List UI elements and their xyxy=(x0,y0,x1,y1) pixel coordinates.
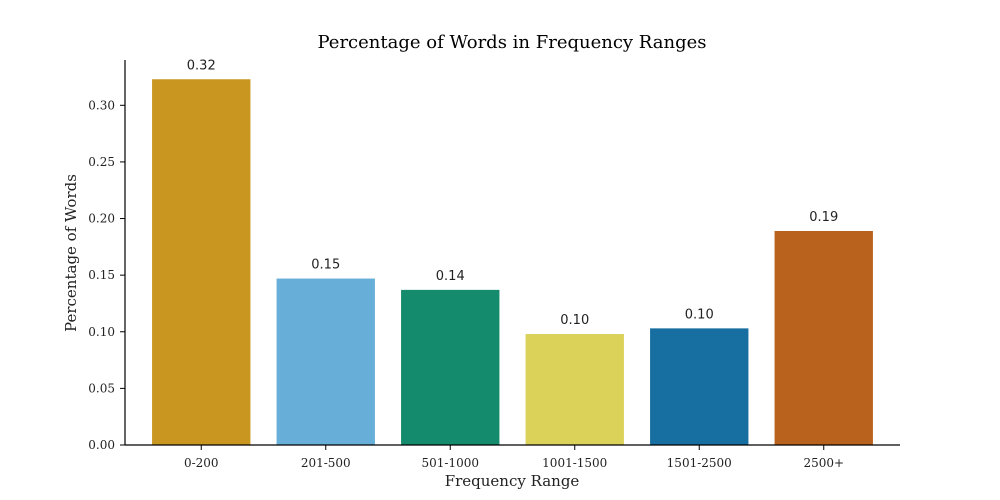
plot-area: 0.32 0.15 0.14 0.10 0.10 0.19 0.00 0.05 0.10 0.1… xyxy=(88,58,900,470)
data-label: 0.14 xyxy=(436,269,465,284)
y-tick-label: 0.20 xyxy=(88,212,115,226)
bar-1501-2500 xyxy=(650,328,749,445)
y-tick-label: 0.10 xyxy=(88,325,115,339)
y-axis-label: Percentage of Words xyxy=(62,174,80,332)
data-labels-group: 0.32 0.15 0.14 0.10 0.10 0.19 xyxy=(187,58,838,328)
x-tick-label: 1001-1500 xyxy=(542,456,607,470)
x-tick-label: 0-200 xyxy=(184,456,219,470)
y-axis: 0.00 0.05 0.10 0.15 0.20 0.25 0.30 xyxy=(88,60,126,452)
chart-title: Percentage of Words in Frequency Ranges xyxy=(317,32,706,53)
bar-2500+ xyxy=(774,230,873,445)
bars-group xyxy=(152,79,873,445)
data-label: 0.10 xyxy=(685,307,714,322)
x-tick-label: 2500+ xyxy=(803,456,844,470)
x-tick-label: 1501-2500 xyxy=(667,456,732,470)
y-tick-label: 0.05 xyxy=(88,381,115,395)
y-tick-label: 0.30 xyxy=(88,98,115,112)
x-axis-label: Frequency Range xyxy=(445,472,580,490)
bar-1001-1500 xyxy=(525,334,624,445)
data-label: 0.32 xyxy=(187,58,216,73)
data-label: 0.10 xyxy=(560,313,589,328)
y-tick-label: 0.00 xyxy=(88,438,115,452)
x-tick-label: 501-1000 xyxy=(422,456,480,470)
x-axis: 0-200 201-500 501-1000 1001-1500 1501-2500 25… xyxy=(125,444,900,470)
x-tick-label: 201-500 xyxy=(301,456,351,470)
bar-0-200 xyxy=(152,79,251,445)
data-label: 0.19 xyxy=(809,210,838,225)
bar-201-500 xyxy=(276,278,375,445)
y-tick-label: 0.15 xyxy=(88,268,115,282)
bar-501-1000 xyxy=(401,289,500,445)
data-label: 0.15 xyxy=(311,258,340,273)
y-tick-label: 0.25 xyxy=(88,155,115,169)
